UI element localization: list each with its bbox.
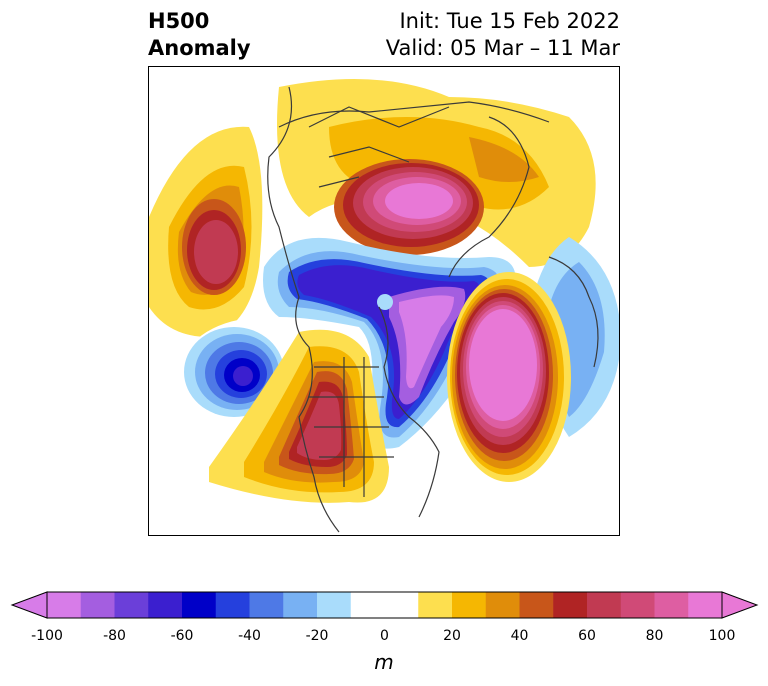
colorbar-tick-label: 100: [708, 628, 736, 644]
colorbar-cell: [384, 592, 419, 618]
colorbar-tick-label: 20: [443, 628, 461, 644]
pacific-negative-anomaly: [173, 317, 285, 439]
colorbar-tick-label: 40: [510, 628, 529, 644]
colorbar-cell: [249, 592, 284, 618]
valid-range: Valid: 05 Mar – 11 Mar: [385, 36, 620, 60]
colorbar-cell: [418, 592, 453, 618]
colorbar-tick-label: -100: [31, 628, 63, 644]
colorbar-cell: [80, 592, 115, 618]
canada-negative-trough: [263, 237, 516, 449]
colorbar-tick-label: 80: [645, 628, 664, 644]
colorbar-cell: [317, 592, 352, 618]
colorbar-cell: [215, 592, 250, 618]
colorbar-cell: [114, 592, 149, 618]
colorbar-cell: [553, 592, 588, 618]
colorbar-cell: [688, 592, 723, 618]
colorbar-cell: [47, 592, 82, 618]
title-variable: H500: [148, 9, 210, 33]
colorbar-cell: [654, 592, 689, 618]
colorbar: [10, 591, 759, 619]
colorbar-cell: [620, 592, 655, 618]
coastlines: [267, 86, 599, 533]
colorbar-min-extend: [10, 591, 48, 619]
greenland-negative-anomaly: [334, 159, 484, 255]
title-right: Init: Tue 15 Feb 2022 Valid: 05 Mar – 11…: [386, 8, 620, 62]
colorbar-cell: [148, 592, 183, 618]
colorbar-cell: [350, 592, 385, 618]
colorbar-tick-label: 0: [380, 628, 389, 644]
colorbar-cell: [519, 592, 554, 618]
atlantic-negative-anomaly: [447, 237, 619, 482]
colorbar-tick-label: -80: [103, 628, 126, 644]
title-left: H500 Anomaly: [148, 8, 251, 62]
colorbar-cell: [485, 592, 520, 618]
anomaly-map: [149, 79, 619, 533]
map-panel: [148, 66, 620, 536]
colorbar-cell: [452, 592, 487, 618]
colorbar-tick-label: 60: [578, 628, 596, 644]
title-subtitle: Anomaly: [148, 36, 251, 60]
init-date: Init: Tue 15 Feb 2022: [399, 9, 620, 33]
colorbar-cell: [587, 592, 622, 618]
colorbar-tick-label: -40: [238, 628, 261, 644]
colorbar-tick-label: -20: [305, 628, 329, 644]
colorbar-unit: m: [374, 650, 394, 674]
colorbar-cell: [283, 592, 318, 618]
colorbar-max-extend: [721, 591, 759, 619]
alaska-gulf-positive-anomaly: [149, 126, 263, 337]
colorbar-tick-label: -60: [170, 628, 194, 644]
colorbar-cell: [182, 592, 217, 618]
